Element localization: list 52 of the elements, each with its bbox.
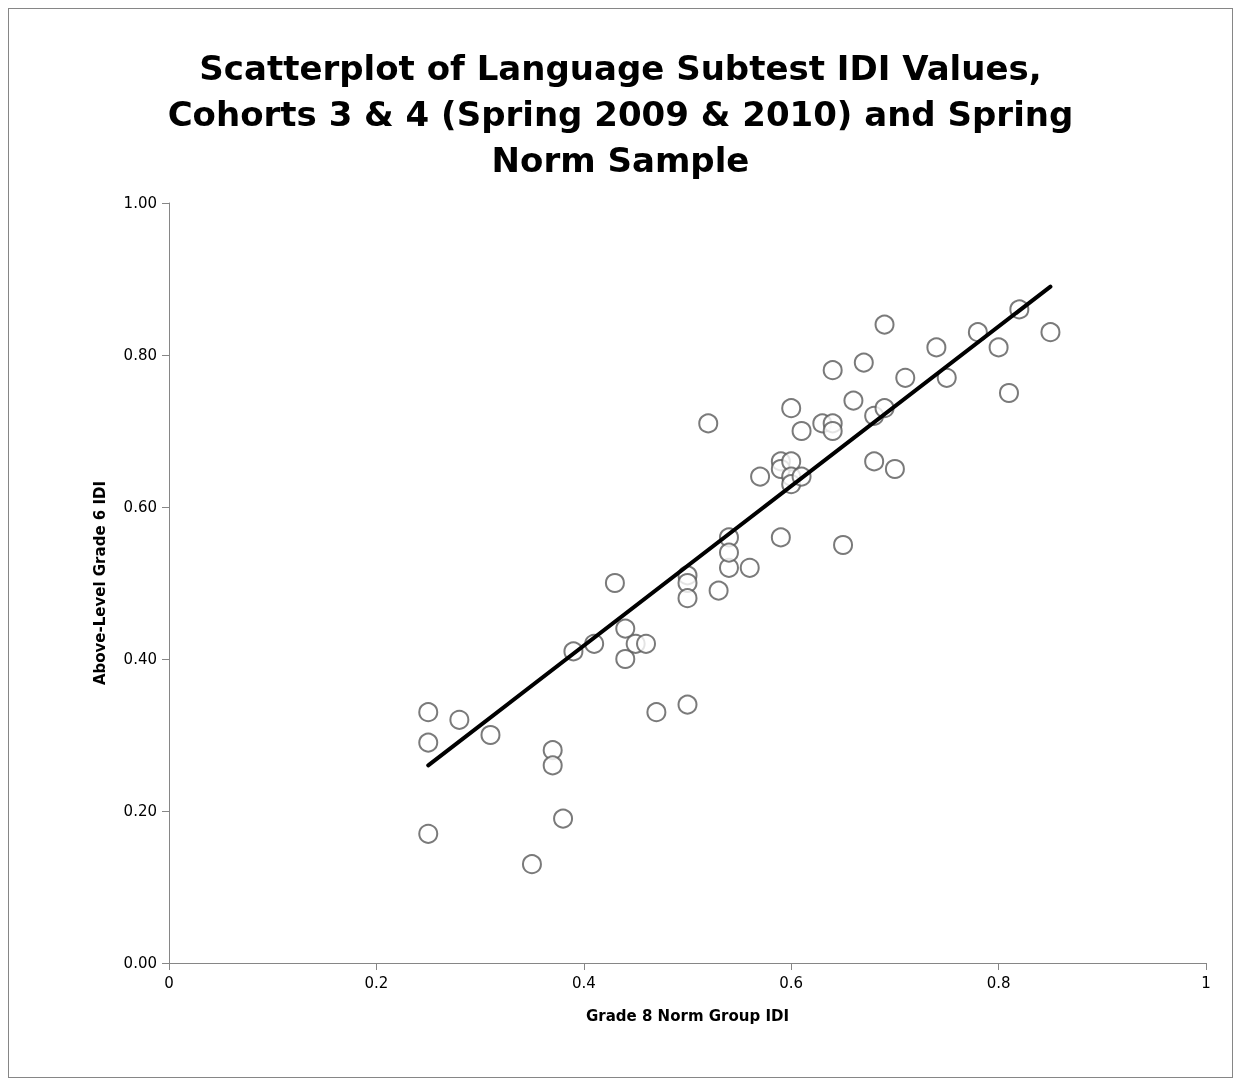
x-tick-label: 0 [164, 973, 174, 992]
point [853, 352, 874, 373]
point [822, 421, 843, 441]
point [449, 709, 470, 730]
point [719, 542, 739, 563]
point [480, 725, 501, 745]
x-tick-label: 0.2 [364, 973, 389, 992]
point [874, 314, 895, 335]
point [615, 618, 636, 639]
point [864, 451, 885, 472]
point [553, 808, 574, 829]
point [646, 702, 667, 723]
point [936, 367, 957, 388]
point [1040, 322, 1061, 343]
point [739, 557, 760, 578]
point [542, 755, 563, 776]
x-tick-label: 0.4 [571, 973, 596, 992]
point [677, 588, 698, 609]
point [677, 694, 698, 715]
y-axis-title: Above-Level Grade 6 IDI [90, 480, 109, 686]
point [770, 527, 791, 548]
y-tick-label: 0.80 [123, 346, 157, 364]
point [604, 573, 625, 593]
chart-title: Scatterplot of Language Subtest IDI Values, Cohorts 3 & 4 (Spring 2009 & 2010) and Spring Norm Sample [166, 47, 1075, 182]
point [698, 413, 719, 434]
point [418, 732, 439, 753]
y-tick-label: 0.00 [123, 954, 157, 972]
point [998, 383, 1019, 403]
x-tick-label: 0.8 [986, 973, 1011, 992]
point [988, 337, 1009, 358]
point [884, 459, 905, 479]
y-tick-label: 0.60 [123, 498, 157, 516]
point [636, 633, 657, 654]
point [843, 390, 864, 411]
point [615, 649, 636, 669]
point [708, 580, 729, 601]
point [521, 854, 542, 875]
point [750, 466, 771, 487]
point [822, 360, 843, 381]
x-tick-label: 0.6 [779, 973, 804, 992]
point [895, 367, 916, 388]
point [833, 535, 854, 555]
point [926, 337, 947, 358]
y-tick-label: 0.40 [123, 650, 157, 668]
x-tick-label: 1 [1201, 973, 1211, 992]
point [418, 702, 439, 723]
point [781, 398, 802, 419]
y-tick-label: 0.20 [123, 802, 157, 820]
point [418, 823, 439, 844]
x-axis-title: Grade 8 Norm Group IDI [586, 1006, 789, 1025]
y-tick-label: 1.00 [123, 194, 157, 212]
point [791, 421, 812, 441]
